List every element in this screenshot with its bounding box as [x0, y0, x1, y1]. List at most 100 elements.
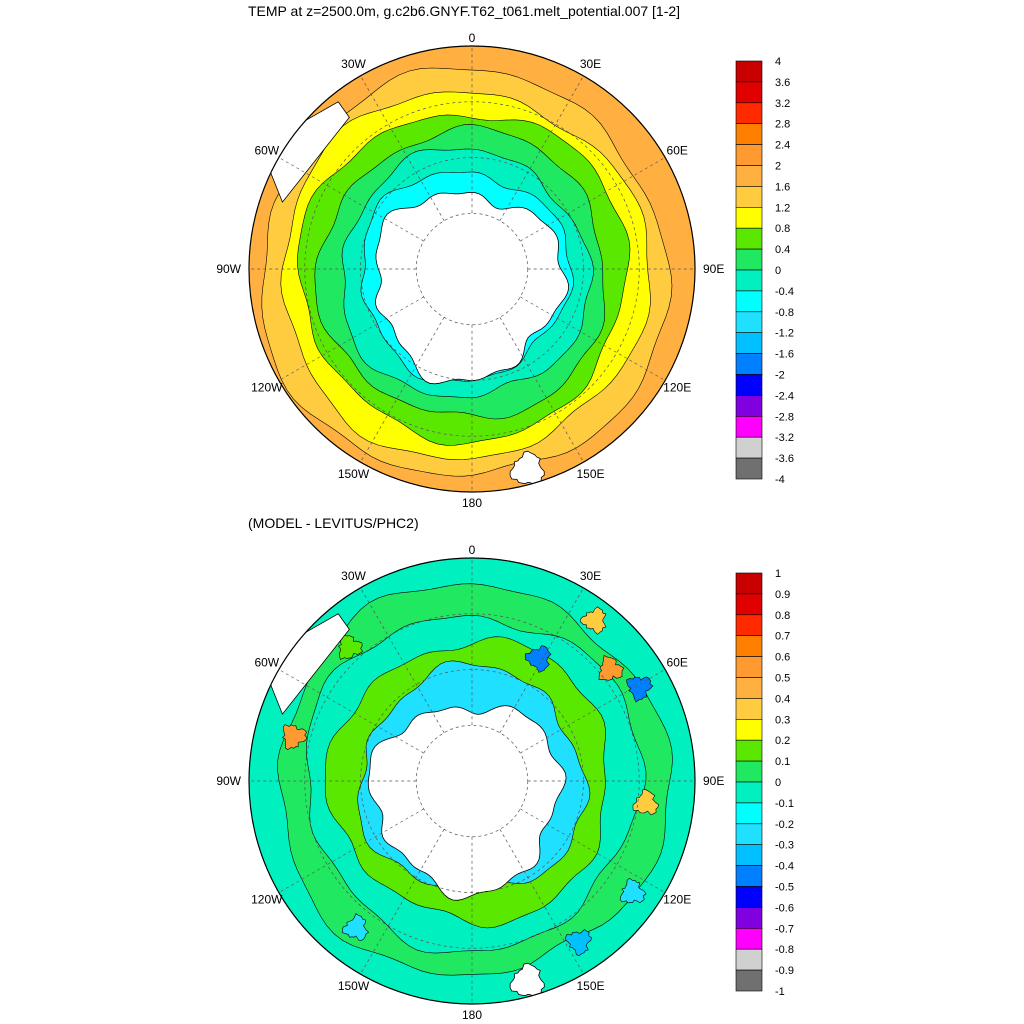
graticule: [249, 46, 695, 492]
colorbar-swatch: [735, 698, 763, 720]
longitude-label: 0: [469, 543, 476, 557]
colorbar-swatch: [735, 436, 763, 459]
colorbar-swatch: [735, 395, 763, 417]
map-boundary: [248, 557, 696, 1005]
colorbar-tick-label: -1.6: [775, 349, 794, 361]
colorbar-tick-label: -4: [775, 474, 785, 486]
colorbar-swatch: [735, 927, 763, 950]
colorbar-swatch: [735, 290, 763, 313]
meridian-line: [278, 157, 424, 242]
colorbar-tick-label: -0.6: [775, 902, 794, 914]
colorbar-swatch: [735, 739, 763, 762]
anomaly-patch: [565, 929, 592, 957]
colorbar-tick-label: 3.6: [775, 77, 790, 89]
colorbar-swatch: [735, 457, 763, 480]
anomaly-patch: [341, 913, 370, 941]
colorbar-tick-label: -3.6: [775, 453, 794, 465]
meridian-line: [499, 75, 584, 221]
latitude-circle: [304, 613, 640, 949]
anomaly-patch: [598, 655, 625, 681]
colorbar-tick-label: -2.8: [775, 411, 794, 423]
meridian-line: [360, 587, 445, 733]
meridian-line: [499, 587, 584, 733]
colorbar-swatch: [735, 572, 763, 595]
colorbar-tick-label: 2: [775, 161, 781, 173]
longitude-label: 60W: [254, 144, 279, 158]
longitude-label: 150W: [338, 467, 370, 481]
colorbar-tick-label: -1: [775, 986, 785, 998]
colorbar-tick-label: 0.2: [775, 735, 790, 747]
colorbar-swatch: [735, 718, 763, 741]
colorbar-tick-label: 2.8: [775, 119, 790, 131]
anomaly-patch: [338, 634, 364, 660]
longitude-label: 30E: [580, 57, 601, 71]
colorbar-tick-label: 0.3: [775, 714, 790, 726]
colorbar-tick-label: 1.6: [775, 181, 790, 193]
colorbar-swatch: [735, 81, 763, 104]
colorbar-tick-label: -0.8: [775, 944, 794, 956]
south-america-landmass: [259, 101, 350, 203]
longitude-label: 60W: [254, 656, 279, 670]
top-plot-title: TEMP at z=2500.0m, g.c2b6.GNYF.T62_t061.…: [248, 3, 681, 19]
longitude-label: 120W: [251, 381, 283, 395]
meridian-line: [499, 829, 584, 975]
colorbar-tick-label: -0.4: [775, 861, 794, 873]
longitude-label: 120E: [663, 893, 691, 907]
colorbar-tick-label: 0: [775, 777, 781, 789]
colorbar-swatch: [735, 123, 763, 145]
anomaly-patch: [580, 606, 607, 635]
field-shading: [249, 558, 695, 1004]
colorbar-tick-label: -0.9: [775, 965, 794, 977]
anomaly-patch: [632, 788, 659, 816]
longitude-label: 90W: [216, 774, 241, 788]
colorbar-tick-label: -0.1: [775, 798, 794, 810]
colorbar-swatch: [735, 227, 763, 250]
meridian-line: [520, 669, 666, 754]
colorbar-swatch: [735, 969, 763, 992]
colorbar-tick-label: 0.5: [775, 673, 790, 685]
colorbar-tick-label: 0.8: [775, 223, 790, 235]
field-shading: [249, 46, 695, 492]
longitude-label: 120E: [663, 381, 691, 395]
colorbar-swatch: [735, 186, 763, 208]
colorbar-swatch: [735, 656, 763, 678]
colorbar-tick-label: 0.6: [775, 652, 790, 664]
colorbar-swatch: [735, 60, 763, 83]
colorbar-tick-label: -0.2: [775, 819, 794, 831]
meridian-line: [278, 669, 424, 754]
new-zealand-landmass: [509, 450, 545, 487]
meridian-line: [520, 296, 666, 381]
meridian-line: [360, 829, 445, 975]
longitude-label: 90W: [216, 262, 241, 276]
colorbar-tick-label: 1.2: [775, 202, 790, 214]
bottom-polar-map: 0 30E 60E 90E 120E 150E 180 150W 120W 90W 60W 30W: [216, 543, 724, 1022]
colorbar-swatch: [735, 677, 763, 699]
longitude-label: 150E: [576, 979, 604, 993]
colorbar-swatch: [735, 635, 763, 657]
anomaly-patch: [626, 676, 654, 703]
colorbar-swatch: [735, 886, 763, 908]
colorbar-swatch: [735, 207, 763, 229]
colorbar-swatch: [735, 374, 763, 396]
longitude-label: 90E: [703, 262, 724, 276]
colorbar-tick-label: 0: [775, 265, 781, 277]
meridian-line: [278, 808, 424, 893]
top-polar-map: 0 30E 60E 90E 120E 150E 180 150W 120W 90W 60W 30W: [216, 31, 724, 510]
colorbar-swatch: [735, 802, 763, 825]
colorbar-swatch: [735, 311, 763, 333]
antarctica-landmass: [367, 705, 567, 901]
colorbar-tick-label: -0.3: [775, 840, 794, 852]
longitude-label: 150E: [576, 467, 604, 481]
new-zealand-landmass: [509, 962, 545, 999]
meridian-line: [520, 808, 666, 893]
longitude-label: 30E: [580, 569, 601, 583]
bottom-plot-title: (MODEL - LEVITUS/PHC2): [248, 515, 419, 531]
anomaly-patch: [524, 645, 552, 673]
colorbar-tick-label: -0.8: [775, 307, 794, 319]
latitude-circle: [304, 101, 640, 437]
colorbar-swatch: [735, 781, 763, 804]
longitude-label: 30W: [341, 569, 366, 583]
longitude-label: 120W: [251, 893, 283, 907]
longitude-label: 30W: [341, 57, 366, 71]
longitude-label: 150W: [338, 979, 370, 993]
